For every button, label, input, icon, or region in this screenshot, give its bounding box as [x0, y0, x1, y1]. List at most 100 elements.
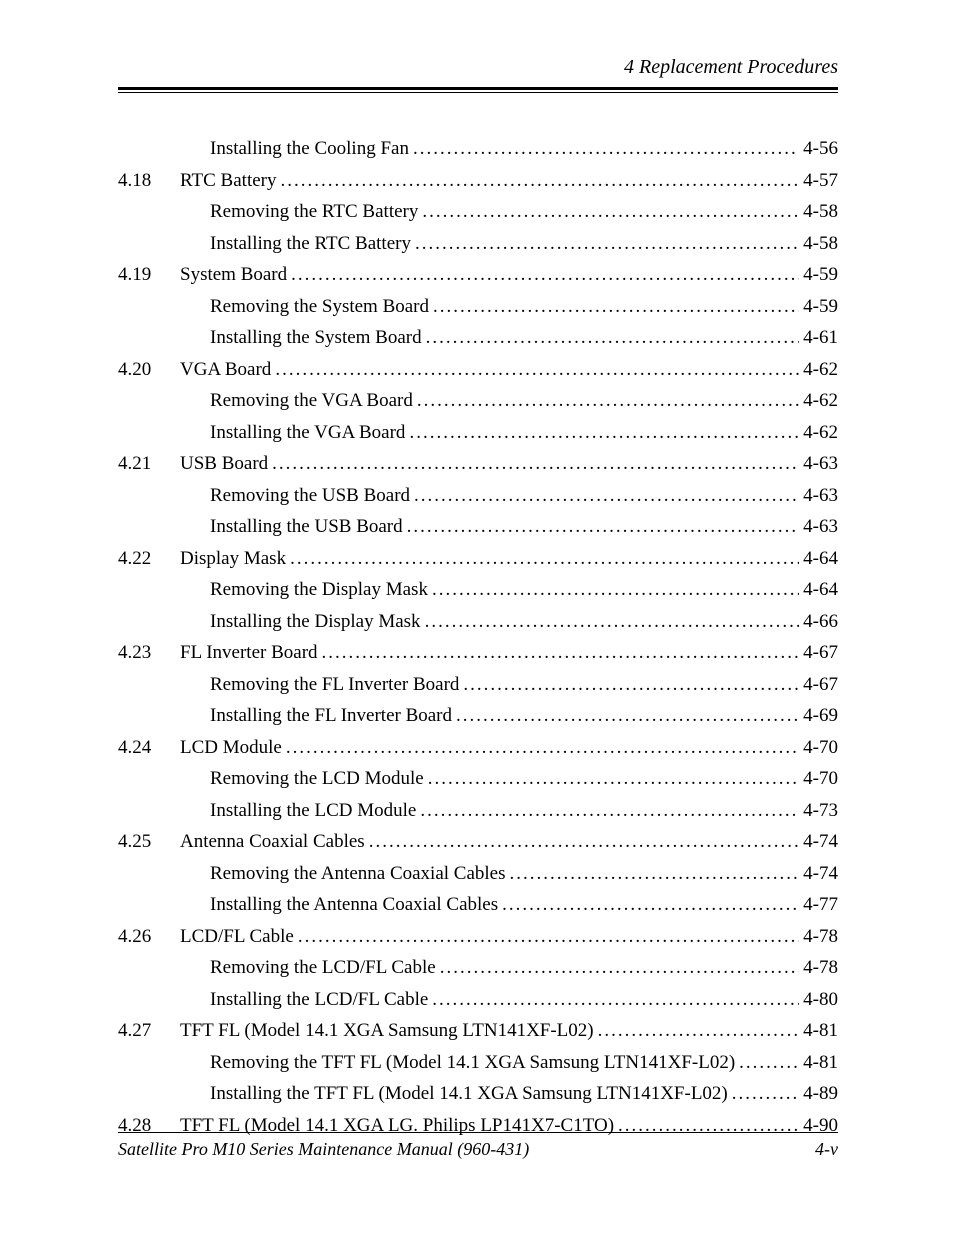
toc-page-number: 4-63	[799, 517, 838, 536]
toc-row: .Removing the TFT FL (Model 14.1 XGA Sam…	[118, 1053, 838, 1072]
toc-label: Removing the Display Mask	[210, 580, 428, 599]
table-of-contents: .Installing the Cooling Fan4-56 4.18RTC B…	[118, 139, 838, 1135]
toc-label: Installing the Display Mask	[210, 612, 421, 631]
toc-row: .Installing the USB Board4-63	[118, 517, 838, 536]
toc-leader-dots	[422, 328, 800, 347]
toc-page-number: 4-62	[799, 360, 838, 379]
toc-row: 4.27TFT FL (Model 14.1 XGA Samsung LTN14…	[118, 1021, 838, 1040]
header-rule-thin	[118, 92, 838, 93]
toc-leader-dots	[452, 706, 799, 725]
toc-label: Display Mask	[180, 549, 286, 568]
toc-page-number: 4-67	[799, 643, 838, 662]
toc-label: Removing the FL Inverter Board	[210, 675, 459, 694]
page-content: 4 Replacement Procedures .Installing the…	[118, 56, 838, 1147]
toc-label: RTC Battery	[180, 171, 276, 190]
toc-label: Installing the LCD/FL Cable	[210, 990, 428, 1009]
toc-leader-dots	[594, 1021, 800, 1040]
toc-page-number: 4-80	[799, 990, 838, 1009]
toc-label: Installing the USB Board	[210, 517, 403, 536]
toc-page-number: 4-66	[799, 612, 838, 631]
toc-page-number: 4-78	[799, 927, 838, 946]
toc-label: Installing the System Board	[210, 328, 422, 347]
toc-label: USB Board	[180, 454, 268, 473]
toc-row: .Installing the VGA Board4-62	[118, 423, 838, 442]
toc-label: Installing the LCD Module	[210, 801, 416, 820]
toc-label: TFT FL (Model 14.1 XGA Samsung LTN141XF-…	[180, 1021, 594, 1040]
toc-row: .Removing the VGA Board4-62	[118, 391, 838, 410]
toc-page-number: 4-59	[799, 265, 838, 284]
toc-page-number: 4-58	[799, 234, 838, 253]
toc-leader-dots	[436, 958, 799, 977]
toc-page-number: 4-74	[799, 864, 838, 883]
toc-row: .Installing the LCD Module4-73	[118, 801, 838, 820]
toc-row: .Removing the System Board4-59	[118, 297, 838, 316]
toc-page-number: 4-70	[799, 738, 838, 757]
toc-page-number: 4-61	[799, 328, 838, 347]
toc-label: System Board	[180, 265, 287, 284]
toc-section-number: 4.26	[118, 927, 180, 946]
toc-page-number: 4-64	[799, 580, 838, 599]
toc-label: Removing the System Board	[210, 297, 429, 316]
toc-page-number: 4-73	[799, 801, 838, 820]
toc-page-number: 4-62	[799, 391, 838, 410]
toc-leader-dots	[506, 864, 800, 883]
toc-row: .Removing the Display Mask4-64	[118, 580, 838, 599]
toc-page-number: 4-57	[799, 171, 838, 190]
running-header: 4 Replacement Procedures	[118, 56, 838, 85]
toc-section-number: 4.22	[118, 549, 180, 568]
toc-label: LCD/FL Cable	[180, 927, 294, 946]
toc-page-number: 4-69	[799, 706, 838, 725]
toc-leader-dots	[403, 517, 800, 536]
toc-leader-dots	[276, 171, 799, 190]
toc-page-number: 4-58	[799, 202, 838, 221]
page-footer: Satellite Pro M10 Series Maintenance Man…	[118, 1130, 838, 1160]
toc-label: Installing the VGA Board	[210, 423, 405, 442]
toc-leader-dots	[286, 549, 799, 568]
toc-leader-dots	[429, 297, 799, 316]
toc-leader-dots	[411, 234, 799, 253]
toc-row: 4.18RTC Battery 4-57	[118, 171, 838, 190]
toc-row: .Installing the LCD/FL Cable4-80	[118, 990, 838, 1009]
toc-label: Installing the Cooling Fan	[210, 139, 409, 158]
toc-label: Removing the RTC Battery	[210, 202, 418, 221]
toc-leader-dots	[728, 1084, 799, 1103]
toc-section-number: 4.19	[118, 265, 180, 284]
toc-section-number: 4.21	[118, 454, 180, 473]
toc-page-number: 4-89	[799, 1084, 838, 1103]
toc-row: 4.24LCD Module 4-70	[118, 738, 838, 757]
toc-section-number: 4.25	[118, 832, 180, 851]
toc-leader-dots	[268, 454, 799, 473]
toc-leader-dots	[416, 801, 799, 820]
toc-leader-dots	[410, 486, 799, 505]
toc-row: .Installing the RTC Battery4-58	[118, 234, 838, 253]
toc-page-number: 4-63	[799, 454, 838, 473]
toc-page-number: 4-59	[799, 297, 838, 316]
toc-label: Removing the LCD Module	[210, 769, 424, 788]
toc-section-number: 4.18	[118, 171, 180, 190]
footer-right: 4-v	[815, 1139, 838, 1160]
toc-row: 4.19System Board 4-59	[118, 265, 838, 284]
toc-row: .Installing the Cooling Fan4-56	[118, 139, 838, 158]
toc-page-number: 4-63	[799, 486, 838, 505]
toc-row: 4.21USB Board 4-63	[118, 454, 838, 473]
toc-section-number: 4.23	[118, 643, 180, 662]
toc-label: LCD Module	[180, 738, 282, 757]
toc-row: .Installing the Display Mask4-66	[118, 612, 838, 631]
toc-label: Removing the USB Board	[210, 486, 410, 505]
toc-leader-dots	[424, 769, 799, 788]
toc-label: Removing the LCD/FL Cable	[210, 958, 436, 977]
toc-leader-dots	[318, 643, 800, 662]
toc-section-number: 4.20	[118, 360, 180, 379]
toc-row: .Removing the USB Board4-63	[118, 486, 838, 505]
toc-row: 4.25Antenna Coaxial Cables4-74	[118, 832, 838, 851]
toc-leader-dots	[365, 832, 799, 851]
toc-row: .Removing the FL Inverter Board4-67	[118, 675, 838, 694]
toc-section-number: 4.24	[118, 738, 180, 757]
toc-label: VGA Board	[180, 360, 271, 379]
toc-page-number: 4-81	[799, 1021, 838, 1040]
toc-row: 4.26LCD/FL Cable 4-78	[118, 927, 838, 946]
toc-row: .Installing the TFT FL (Model 14.1 XGA S…	[118, 1084, 838, 1103]
toc-page-number: 4-78	[799, 958, 838, 977]
toc-row: .Removing the LCD Module4-70	[118, 769, 838, 788]
toc-label: Antenna Coaxial Cables	[180, 832, 365, 851]
